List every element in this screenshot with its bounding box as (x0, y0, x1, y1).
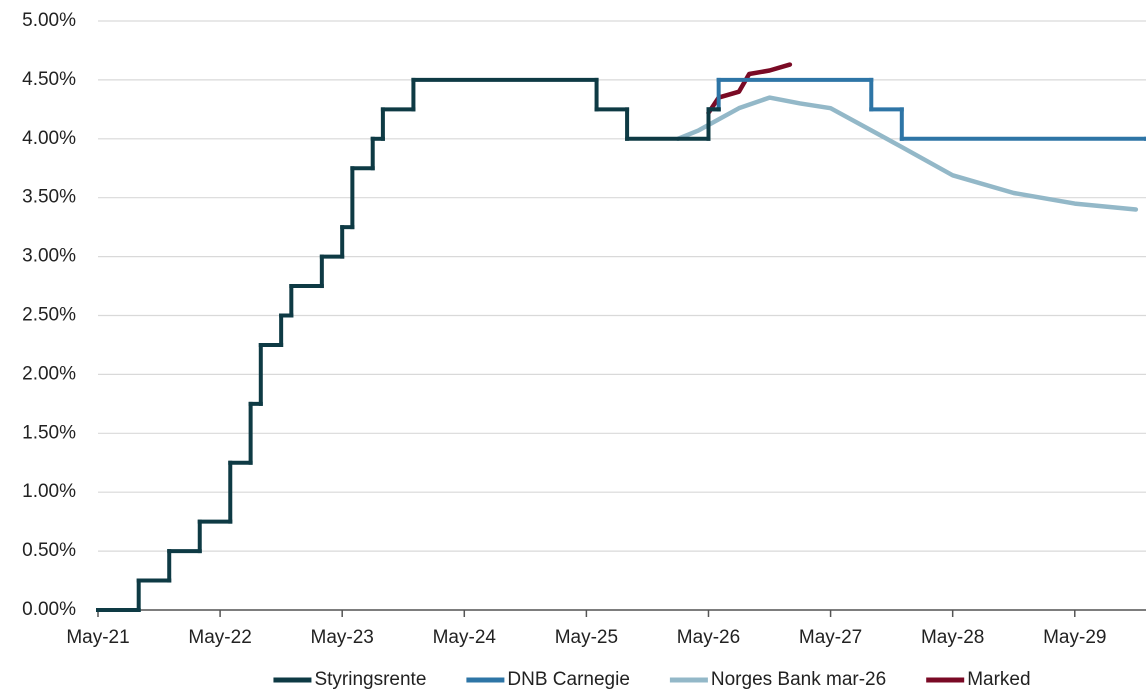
y-tick-label: 5.00% (22, 10, 76, 31)
x-tick-label: May-25 (555, 627, 618, 648)
x-tick-label: May-28 (921, 627, 984, 648)
y-tick-label: 1.00% (22, 481, 76, 502)
legend-label: DNB Carnegie (507, 669, 630, 690)
y-tick-label: 0.00% (22, 599, 76, 620)
legend-label: Norges Bank mar-26 (711, 669, 886, 690)
y-tick-label: 3.00% (22, 246, 76, 267)
y-tick-label: 4.50% (22, 69, 76, 90)
x-tick-label: May-21 (66, 627, 129, 648)
x-tick-label: May-24 (433, 627, 497, 648)
legend-label: Styringsrente (314, 669, 426, 690)
x-tick-label: May-23 (311, 627, 374, 648)
legend: Styringsrente DNB Carnegie Norges Bank mar… (273, 669, 1031, 690)
y-tick-label: 3.50% (22, 187, 76, 208)
series-line (675, 95, 1139, 212)
x-tick-label: May-27 (799, 627, 862, 648)
x-tick-label: May-29 (1043, 627, 1106, 648)
y-tick-label: 4.00% (22, 128, 76, 149)
y-tick-label: 2.00% (22, 363, 76, 384)
y-tick-label: 0.50% (22, 540, 76, 561)
x-tick-label: May-26 (677, 627, 740, 648)
y-tick-label: 2.50% (22, 305, 76, 326)
legend-label: Marked (967, 669, 1030, 690)
x-tick-label: May-22 (188, 627, 251, 648)
y-tick-label: 1.50% (22, 422, 76, 443)
